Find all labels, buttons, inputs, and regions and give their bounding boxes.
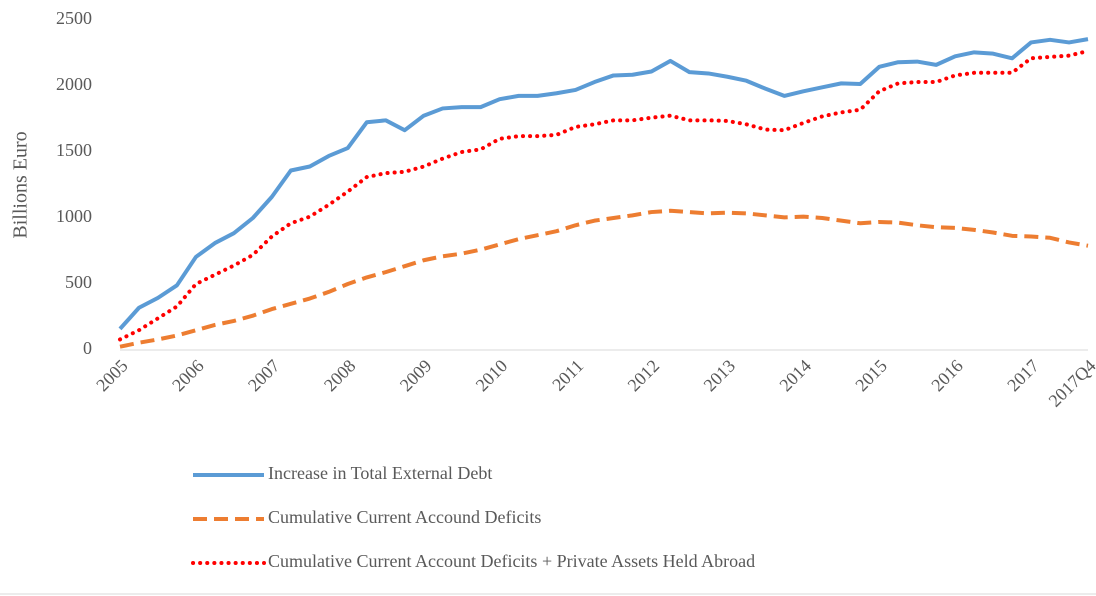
y-tick-label: 1000 [56,206,92,226]
series-line [119,208,1089,349]
y-tick-label: 2500 [56,8,92,28]
x-tick-label: 2007 [244,356,284,396]
y-tick-label: 0 [83,338,92,358]
x-tick-label: 2005 [92,356,132,396]
x-tick-label: 2014 [775,356,815,396]
x-tick-label: 2006 [168,356,208,396]
x-tick-label: 2011 [548,356,587,395]
legend-label: Cumulative Current Accound Deficits [268,507,541,527]
x-tick-label: 2017Q4 [1045,356,1096,411]
x-tick-label: 2012 [624,356,664,396]
y-tick-label: 2000 [56,74,92,94]
x-tick-label: 2008 [320,356,360,396]
y-axis-label: Billions Euro [10,131,32,238]
x-tick-label: 2010 [472,356,512,396]
x-tick-label: 2015 [851,356,891,396]
x-tick-label: 2017 [1003,356,1043,396]
y-tick-label: 1500 [56,140,92,160]
series-line [118,49,1090,342]
x-tick-label: 2013 [700,356,740,396]
x-tick-label: 2009 [396,356,436,396]
series-line [118,37,1089,331]
y-tick-label: 500 [65,272,92,292]
legend-label: Increase in Total External Debt [268,463,492,483]
x-tick-label: 2016 [927,356,967,396]
legend-label: Cumulative Current Account Deficits + Pr… [268,551,755,571]
